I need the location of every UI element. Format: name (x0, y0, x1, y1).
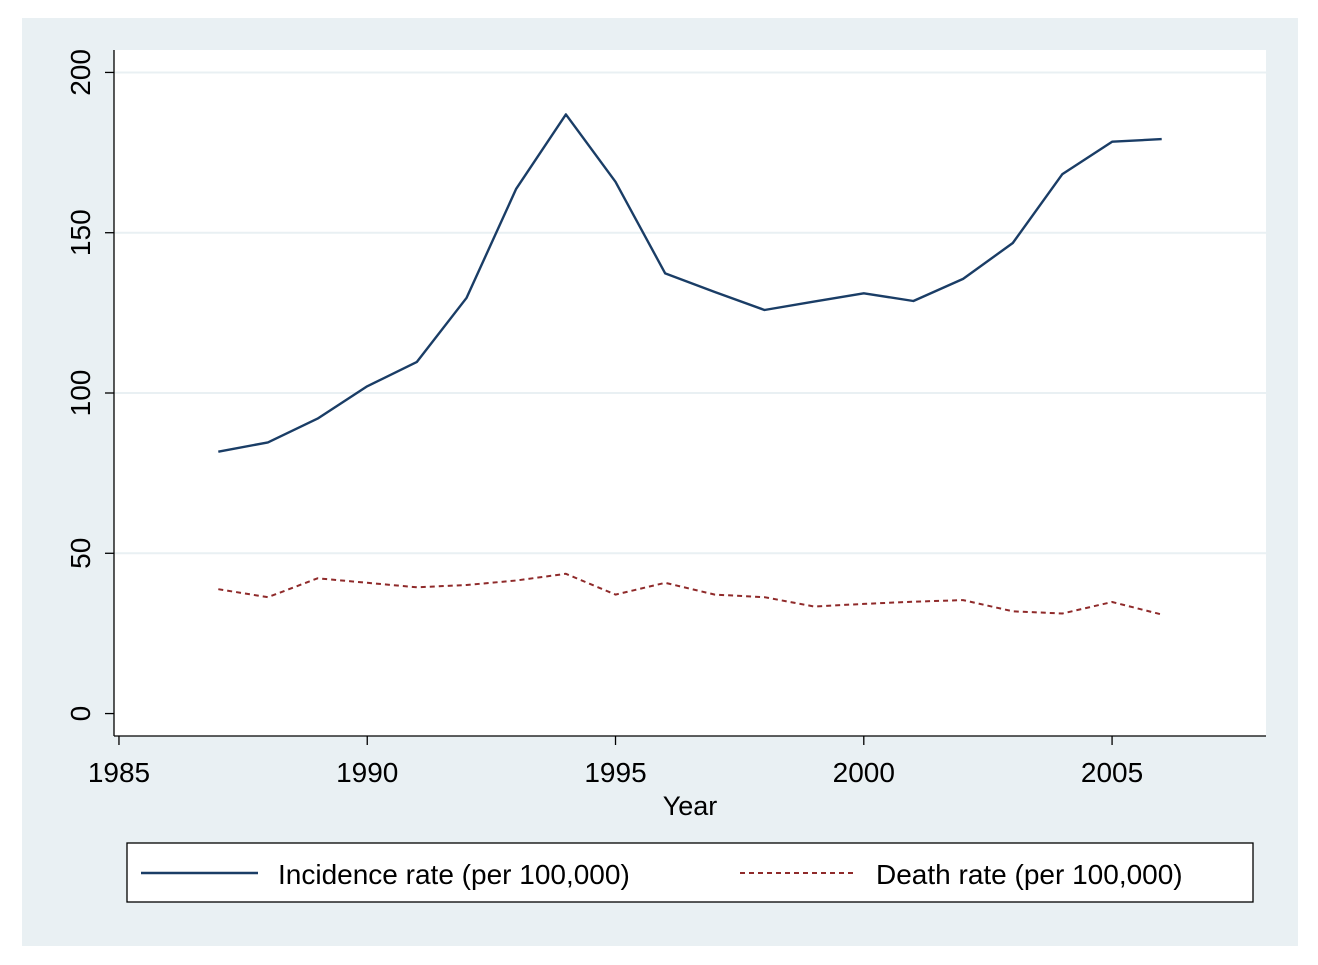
x-tick-label: 1995 (584, 757, 646, 788)
y-tick-label: 200 (65, 49, 96, 96)
series-lines (218, 113, 1162, 616)
legend-box (126, 842, 1254, 903)
y-tick-label: 0 (65, 706, 96, 722)
y-tick-label: 100 (65, 370, 96, 417)
x-tick-label: 1990 (336, 757, 398, 788)
x-tick-label: 2000 (833, 757, 895, 788)
x-tick-label: 1985 (88, 757, 150, 788)
grid-lines (114, 71, 1266, 555)
legend-label-death: Death rate (per 100,000) (876, 859, 1183, 890)
series-line-0 (218, 113, 1162, 453)
y-tick-label: 150 (65, 209, 96, 256)
x-axis-label: Year (663, 791, 718, 821)
legend-label-incidence: Incidence rate (per 100,000) (278, 859, 630, 890)
x-tick-label: 2005 (1081, 757, 1143, 788)
legend: Incidence rate (per 100,000) Death rate … (126, 842, 1254, 903)
axis-ticks: 0 50 100 150 200 1985 1990 1995 2000 2005 (65, 49, 1143, 788)
y-tick-label: 50 (65, 538, 96, 569)
